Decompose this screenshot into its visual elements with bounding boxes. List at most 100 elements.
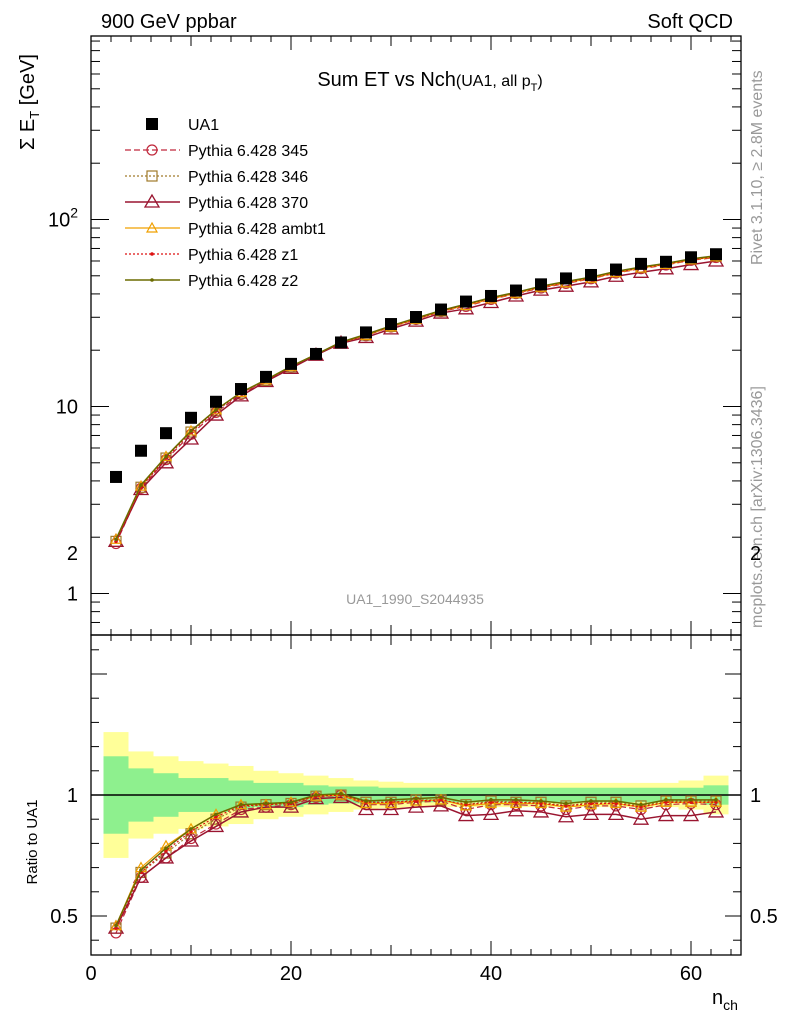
main-series-marker [134, 479, 148, 491]
header-right: Soft QCD [647, 11, 733, 33]
main-series-marker [182, 430, 200, 445]
ratio-panel-frame [90, 634, 742, 956]
legend-label: Pythia 6.428 z2 [188, 273, 298, 290]
ratio-series-marker [359, 797, 373, 809]
ratio-series-marker [207, 818, 225, 833]
header-left: 900 GeV ppbar [101, 11, 237, 33]
y-tick-label-ratio-left: 1 [67, 785, 78, 807]
legend-label: Pythia 6.428 346 [188, 169, 308, 186]
ratio-series-marker [689, 798, 693, 802]
ratio-series-marker [139, 868, 143, 872]
ua1-data-point [585, 268, 597, 281]
ratio-series-marker [439, 795, 443, 800]
ua1-data-point [135, 444, 147, 457]
xlabel-main: n [712, 987, 723, 1009]
ratio-series-group [107, 788, 725, 939]
ratio-series-marker [489, 798, 493, 802]
ua1-data-point [610, 263, 622, 276]
main-ylabel-prefix: Σ E [17, 119, 39, 150]
y-tick-label-main: 102 [48, 205, 78, 232]
ua1-data-point [260, 370, 272, 383]
xlabel-sub: ch [723, 997, 738, 1013]
y-tick-label-main: 10 [56, 397, 78, 419]
ratio-series-marker [407, 798, 425, 813]
ua1-data-point [385, 318, 397, 331]
ratio-series-marker [559, 800, 573, 812]
ua1-data-point [210, 395, 222, 408]
ratio-series-marker [634, 800, 648, 812]
ratio-series-marker [189, 827, 193, 831]
ratio-series-marker [582, 806, 600, 821]
ratio-series-marker [514, 798, 518, 802]
ua1-data-point [460, 295, 472, 308]
ratio-ylabel: Ratio to UA1 [24, 799, 41, 884]
main-series-line [115, 260, 717, 542]
ua1-data-point [185, 411, 197, 424]
main-series-group [107, 250, 725, 550]
main-series-marker [139, 483, 143, 487]
ratio-series-marker [707, 803, 725, 818]
ratio-series-marker [539, 799, 543, 803]
legend-label: Pythia 6.428 z1 [188, 247, 298, 264]
ratio-series-marker [482, 806, 500, 821]
ua1-data-point [435, 303, 447, 316]
y-tick-label-exp: 2 [70, 205, 78, 221]
legend-marker [145, 221, 159, 233]
ratio-series-marker [457, 807, 475, 822]
side-label-mcplots: mcplots.cern.ch [arXiv:1306.3436] [749, 386, 766, 628]
y-tick-label-base: 10 [48, 210, 70, 232]
ratio-series-marker [632, 810, 650, 825]
y-tick-label-ratio-right: 2 [750, 543, 761, 565]
ratio-series-marker [434, 793, 448, 805]
ua1-data-point [635, 257, 647, 270]
y-tick-label-main: 1 [67, 584, 78, 606]
ua1-data-point [485, 289, 497, 302]
y-tick-label-ratio-left: 2 [67, 543, 78, 565]
xlabel: nch [712, 987, 738, 1013]
ratio-series-marker [432, 797, 450, 812]
ua1-data-point [310, 347, 322, 360]
y-tick-label-ratio-left: 0.5 [50, 906, 78, 928]
ratio-series-marker [557, 808, 575, 823]
ratio-series-marker [532, 803, 550, 818]
main-series-marker [109, 533, 123, 544]
ua1-data-point [410, 311, 422, 324]
ratio-series-marker [682, 807, 700, 822]
legend-label: Pythia 6.428 345 [188, 143, 308, 160]
main-series-line [115, 255, 717, 540]
ratio-series-marker [264, 801, 268, 806]
ratio-series-marker [534, 797, 548, 809]
plot-title-main: Sum ET vs Nch [317, 69, 456, 91]
main-series-marker [114, 537, 118, 542]
legend-marker [146, 170, 158, 182]
ratio-series-marker [314, 793, 318, 797]
ratio-series-marker [589, 799, 593, 803]
main-series-marker [189, 429, 193, 433]
legend: UA1 Pythia 6.428 345 Pythia 6.428 346 Pythi… [125, 117, 326, 290]
ratio-series-marker [382, 801, 400, 816]
ua1-data-point [110, 470, 122, 483]
ua1-data-point [160, 427, 172, 440]
ua1-data-point [660, 255, 672, 268]
y-tick-label-ratio-right: 1 [750, 785, 761, 807]
main-series-marker [214, 408, 218, 412]
ratio-series-marker [607, 806, 625, 821]
ua1-data-point [510, 284, 522, 297]
ratio-series-marker [239, 802, 243, 807]
ratio-series-marker [414, 796, 418, 801]
ratio-series-marker [614, 799, 618, 803]
ratio-series-marker [182, 832, 200, 847]
legend-marker [150, 252, 154, 256]
ua1-data-point [285, 357, 297, 370]
ua1-data-point [710, 248, 722, 261]
ratio-series-marker [157, 849, 175, 864]
ratio-series-marker [114, 923, 118, 928]
ratio-series-marker [459, 799, 473, 811]
ratio-series-marker [364, 799, 368, 803]
y-tick-label-ratio-right: 0.5 [750, 906, 778, 928]
ua1-data-point [535, 278, 547, 291]
ratio-series-marker [639, 802, 643, 807]
side-label-rivet: Rivet 3.1.10, ≥ 2.8M events [749, 70, 766, 265]
ua1-data-point [235, 383, 247, 396]
